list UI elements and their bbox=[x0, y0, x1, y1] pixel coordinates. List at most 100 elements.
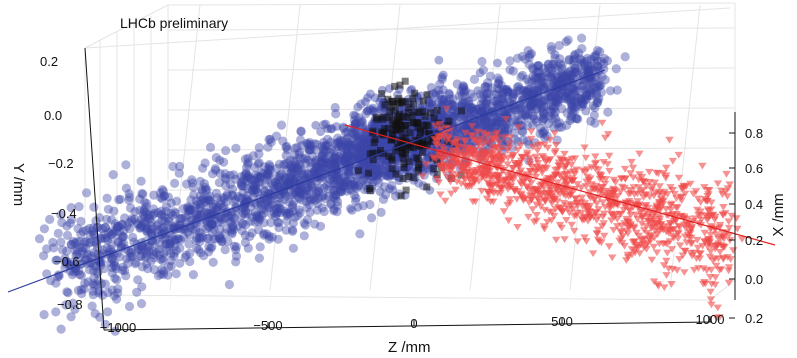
blue-point bbox=[272, 163, 282, 173]
blue-point bbox=[131, 257, 141, 267]
blue-point bbox=[431, 90, 440, 100]
grid-line bbox=[167, 67, 736, 71]
blue-point bbox=[477, 106, 488, 116]
blue-point bbox=[158, 266, 169, 276]
blue-point bbox=[109, 260, 119, 270]
blue-point bbox=[323, 191, 334, 201]
blue-point bbox=[307, 183, 317, 193]
blue-point bbox=[171, 269, 181, 279]
blue-point bbox=[566, 111, 577, 121]
blue-point bbox=[533, 61, 543, 71]
red-point bbox=[698, 162, 707, 170]
blue-point bbox=[567, 102, 577, 112]
blue-point bbox=[518, 70, 528, 80]
blue-point bbox=[577, 33, 587, 43]
blue-point bbox=[222, 224, 232, 234]
blue-point bbox=[175, 258, 185, 268]
blue-point bbox=[269, 181, 279, 191]
blue-point bbox=[259, 208, 269, 218]
blue-point bbox=[142, 251, 152, 261]
blue-point bbox=[474, 117, 484, 127]
blue-point bbox=[507, 88, 518, 98]
blue-point bbox=[452, 126, 462, 136]
blue-point bbox=[517, 90, 527, 100]
blue-point bbox=[586, 90, 597, 101]
blue-point bbox=[88, 279, 98, 289]
blue-point bbox=[84, 223, 95, 234]
blue-point bbox=[136, 221, 146, 231]
blue-point bbox=[546, 101, 556, 111]
blue-point bbox=[255, 178, 265, 188]
blue-point bbox=[289, 164, 299, 174]
red-point bbox=[723, 193, 732, 201]
blue-point bbox=[320, 168, 330, 178]
blue-point bbox=[302, 203, 312, 213]
blue-point bbox=[460, 98, 470, 108]
blue-point bbox=[165, 240, 175, 250]
blue-point bbox=[71, 251, 81, 261]
blue-point bbox=[89, 229, 99, 239]
blue-point bbox=[317, 151, 327, 161]
blue-point bbox=[591, 89, 602, 99]
blue-point bbox=[335, 139, 345, 149]
blue-point bbox=[296, 190, 305, 199]
blue-point bbox=[249, 185, 259, 195]
blue-point bbox=[173, 234, 184, 244]
blue-point bbox=[284, 172, 294, 182]
blue-point bbox=[233, 221, 243, 231]
blue-point bbox=[532, 61, 542, 71]
blue-point bbox=[199, 179, 209, 189]
blue-point bbox=[138, 189, 148, 199]
blue-point bbox=[299, 218, 309, 228]
blue-point bbox=[559, 71, 570, 81]
blue-point bbox=[571, 66, 582, 76]
red-point bbox=[654, 283, 663, 290]
red-point bbox=[713, 304, 722, 312]
blue-point bbox=[229, 241, 239, 251]
blue-point bbox=[201, 185, 211, 195]
blue-point bbox=[346, 176, 356, 187]
blue-point bbox=[170, 235, 180, 245]
blue-point bbox=[149, 246, 159, 256]
blue-point bbox=[487, 101, 497, 112]
blue-point bbox=[227, 229, 237, 239]
blue-point bbox=[578, 81, 588, 91]
blue-point bbox=[89, 230, 99, 240]
blue-point bbox=[324, 151, 334, 161]
blue-point bbox=[270, 177, 280, 188]
blue-point bbox=[299, 188, 309, 198]
blue-point bbox=[444, 88, 454, 98]
blue-point bbox=[102, 193, 112, 203]
blue-point bbox=[553, 97, 563, 107]
blue-point bbox=[569, 59, 579, 69]
blue-point bbox=[263, 195, 273, 205]
blue-point bbox=[290, 150, 300, 160]
blue-point bbox=[460, 91, 470, 101]
blue-point bbox=[281, 225, 291, 235]
blue-point bbox=[564, 54, 574, 65]
blue-point bbox=[177, 213, 187, 223]
grid-line bbox=[469, 4, 501, 291]
blue-point bbox=[158, 253, 168, 263]
blue-point bbox=[240, 237, 250, 248]
blue-point bbox=[253, 212, 263, 222]
blue-point bbox=[251, 180, 261, 190]
blue-point bbox=[279, 160, 289, 170]
blue-point bbox=[596, 87, 607, 97]
blue-point bbox=[468, 107, 478, 117]
blue-point bbox=[76, 285, 87, 295]
blue-point bbox=[243, 243, 253, 253]
blue-point bbox=[151, 248, 161, 258]
blue-point bbox=[595, 47, 605, 57]
blue-point bbox=[260, 200, 270, 210]
blue-point bbox=[124, 195, 134, 205]
blue-point bbox=[87, 301, 97, 311]
blue-point bbox=[367, 213, 377, 223]
blue-point bbox=[78, 226, 88, 236]
blue-point bbox=[535, 100, 545, 110]
blue-point bbox=[348, 179, 358, 189]
blue-point bbox=[176, 235, 186, 245]
blue-point bbox=[109, 206, 119, 216]
blue-point bbox=[547, 114, 557, 124]
blue-point bbox=[158, 269, 169, 279]
